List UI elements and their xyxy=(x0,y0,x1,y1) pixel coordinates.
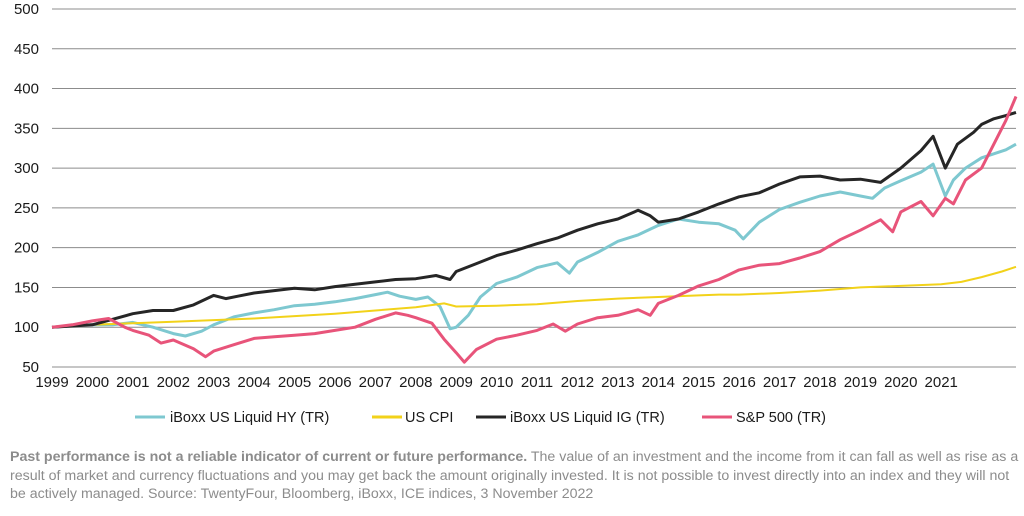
x-tick-label-2009: 2009 xyxy=(440,374,473,391)
y-tick-label-100: 100 xyxy=(14,319,39,336)
x-tick-label-2011: 2011 xyxy=(521,374,553,391)
x-tick-label-2002: 2002 xyxy=(157,374,190,391)
x-tick-label-2020: 2020 xyxy=(884,374,917,391)
x-tick-label-2007: 2007 xyxy=(359,374,392,391)
y-tick-label-150: 150 xyxy=(14,279,39,296)
y-axis-tick-labels: 50 100 150 200 250 300 350 400 450 500 xyxy=(14,1,39,376)
x-tick-label-2016: 2016 xyxy=(722,374,755,391)
disclaimer-bold: Past performance is not a reliable indic… xyxy=(10,449,528,465)
legend-label-hy: iBoxx US Liquid HY (TR) xyxy=(170,410,329,426)
x-tick-label-2006: 2006 xyxy=(318,374,351,391)
legend-label-cpi: US CPI xyxy=(405,410,453,426)
series-line-cpi xyxy=(51,265,1017,329)
x-tick-label-2012: 2012 xyxy=(561,374,594,391)
legend-label-ig: iBoxx US Liquid IG (TR) xyxy=(510,410,665,426)
x-tick-label-2005: 2005 xyxy=(278,374,311,391)
y-tick-label-300: 300 xyxy=(14,160,39,177)
x-tick-label-2003: 2003 xyxy=(197,374,230,391)
x-tick-label-2001: 2001 xyxy=(116,374,149,391)
x-tick-label-2010: 2010 xyxy=(480,374,513,391)
y-tick-label-200: 200 xyxy=(14,240,39,257)
x-tick-label-2008: 2008 xyxy=(399,374,432,391)
x-tick-label-2018: 2018 xyxy=(803,374,836,391)
x-tick-label-2017: 2017 xyxy=(763,374,796,391)
y-tick-label-450: 450 xyxy=(14,41,39,58)
series-line-sp xyxy=(51,95,1018,364)
x-tick-label-2013: 2013 xyxy=(601,374,634,391)
y-tick-label-500: 500 xyxy=(14,1,39,18)
series-line-hy xyxy=(51,142,1017,338)
series-line-ig xyxy=(51,110,1017,329)
y-tick-label-400: 400 xyxy=(14,81,39,98)
disclaimer-text: Past performance is not a reliable indic… xyxy=(10,448,1020,504)
line-chart: 50 100 150 200 250 300 350 400 450 500 1999 2000 20… xyxy=(14,1,1018,426)
y-tick-label-50: 50 xyxy=(22,359,39,376)
x-tick-label-2021: 2021 xyxy=(925,374,958,391)
x-tick-label-1999: 1999 xyxy=(35,374,68,391)
x-tick-label-2019: 2019 xyxy=(844,374,877,391)
x-axis-tick-labels: 1999 2000 2001 2002 2003 2004 2005 2006 2007 2008… xyxy=(35,374,958,391)
gridlines xyxy=(52,8,1016,328)
legend-label-sp: S&P 500 (TR) xyxy=(736,410,826,426)
y-tick-label-250: 250 xyxy=(14,200,39,217)
disclaimer-body: The value of an investment and the incom… xyxy=(10,449,1019,502)
x-tick-label-2000: 2000 xyxy=(76,374,109,391)
legend: iBoxx US Liquid HY (TR) US CPI iBoxx US … xyxy=(135,410,826,426)
y-tick-label-350: 350 xyxy=(14,120,39,137)
series-lines xyxy=(51,95,1018,364)
x-tick-label-2004: 2004 xyxy=(237,374,270,391)
x-tick-label-2015: 2015 xyxy=(682,374,715,391)
x-tick-label-2014: 2014 xyxy=(642,374,675,391)
